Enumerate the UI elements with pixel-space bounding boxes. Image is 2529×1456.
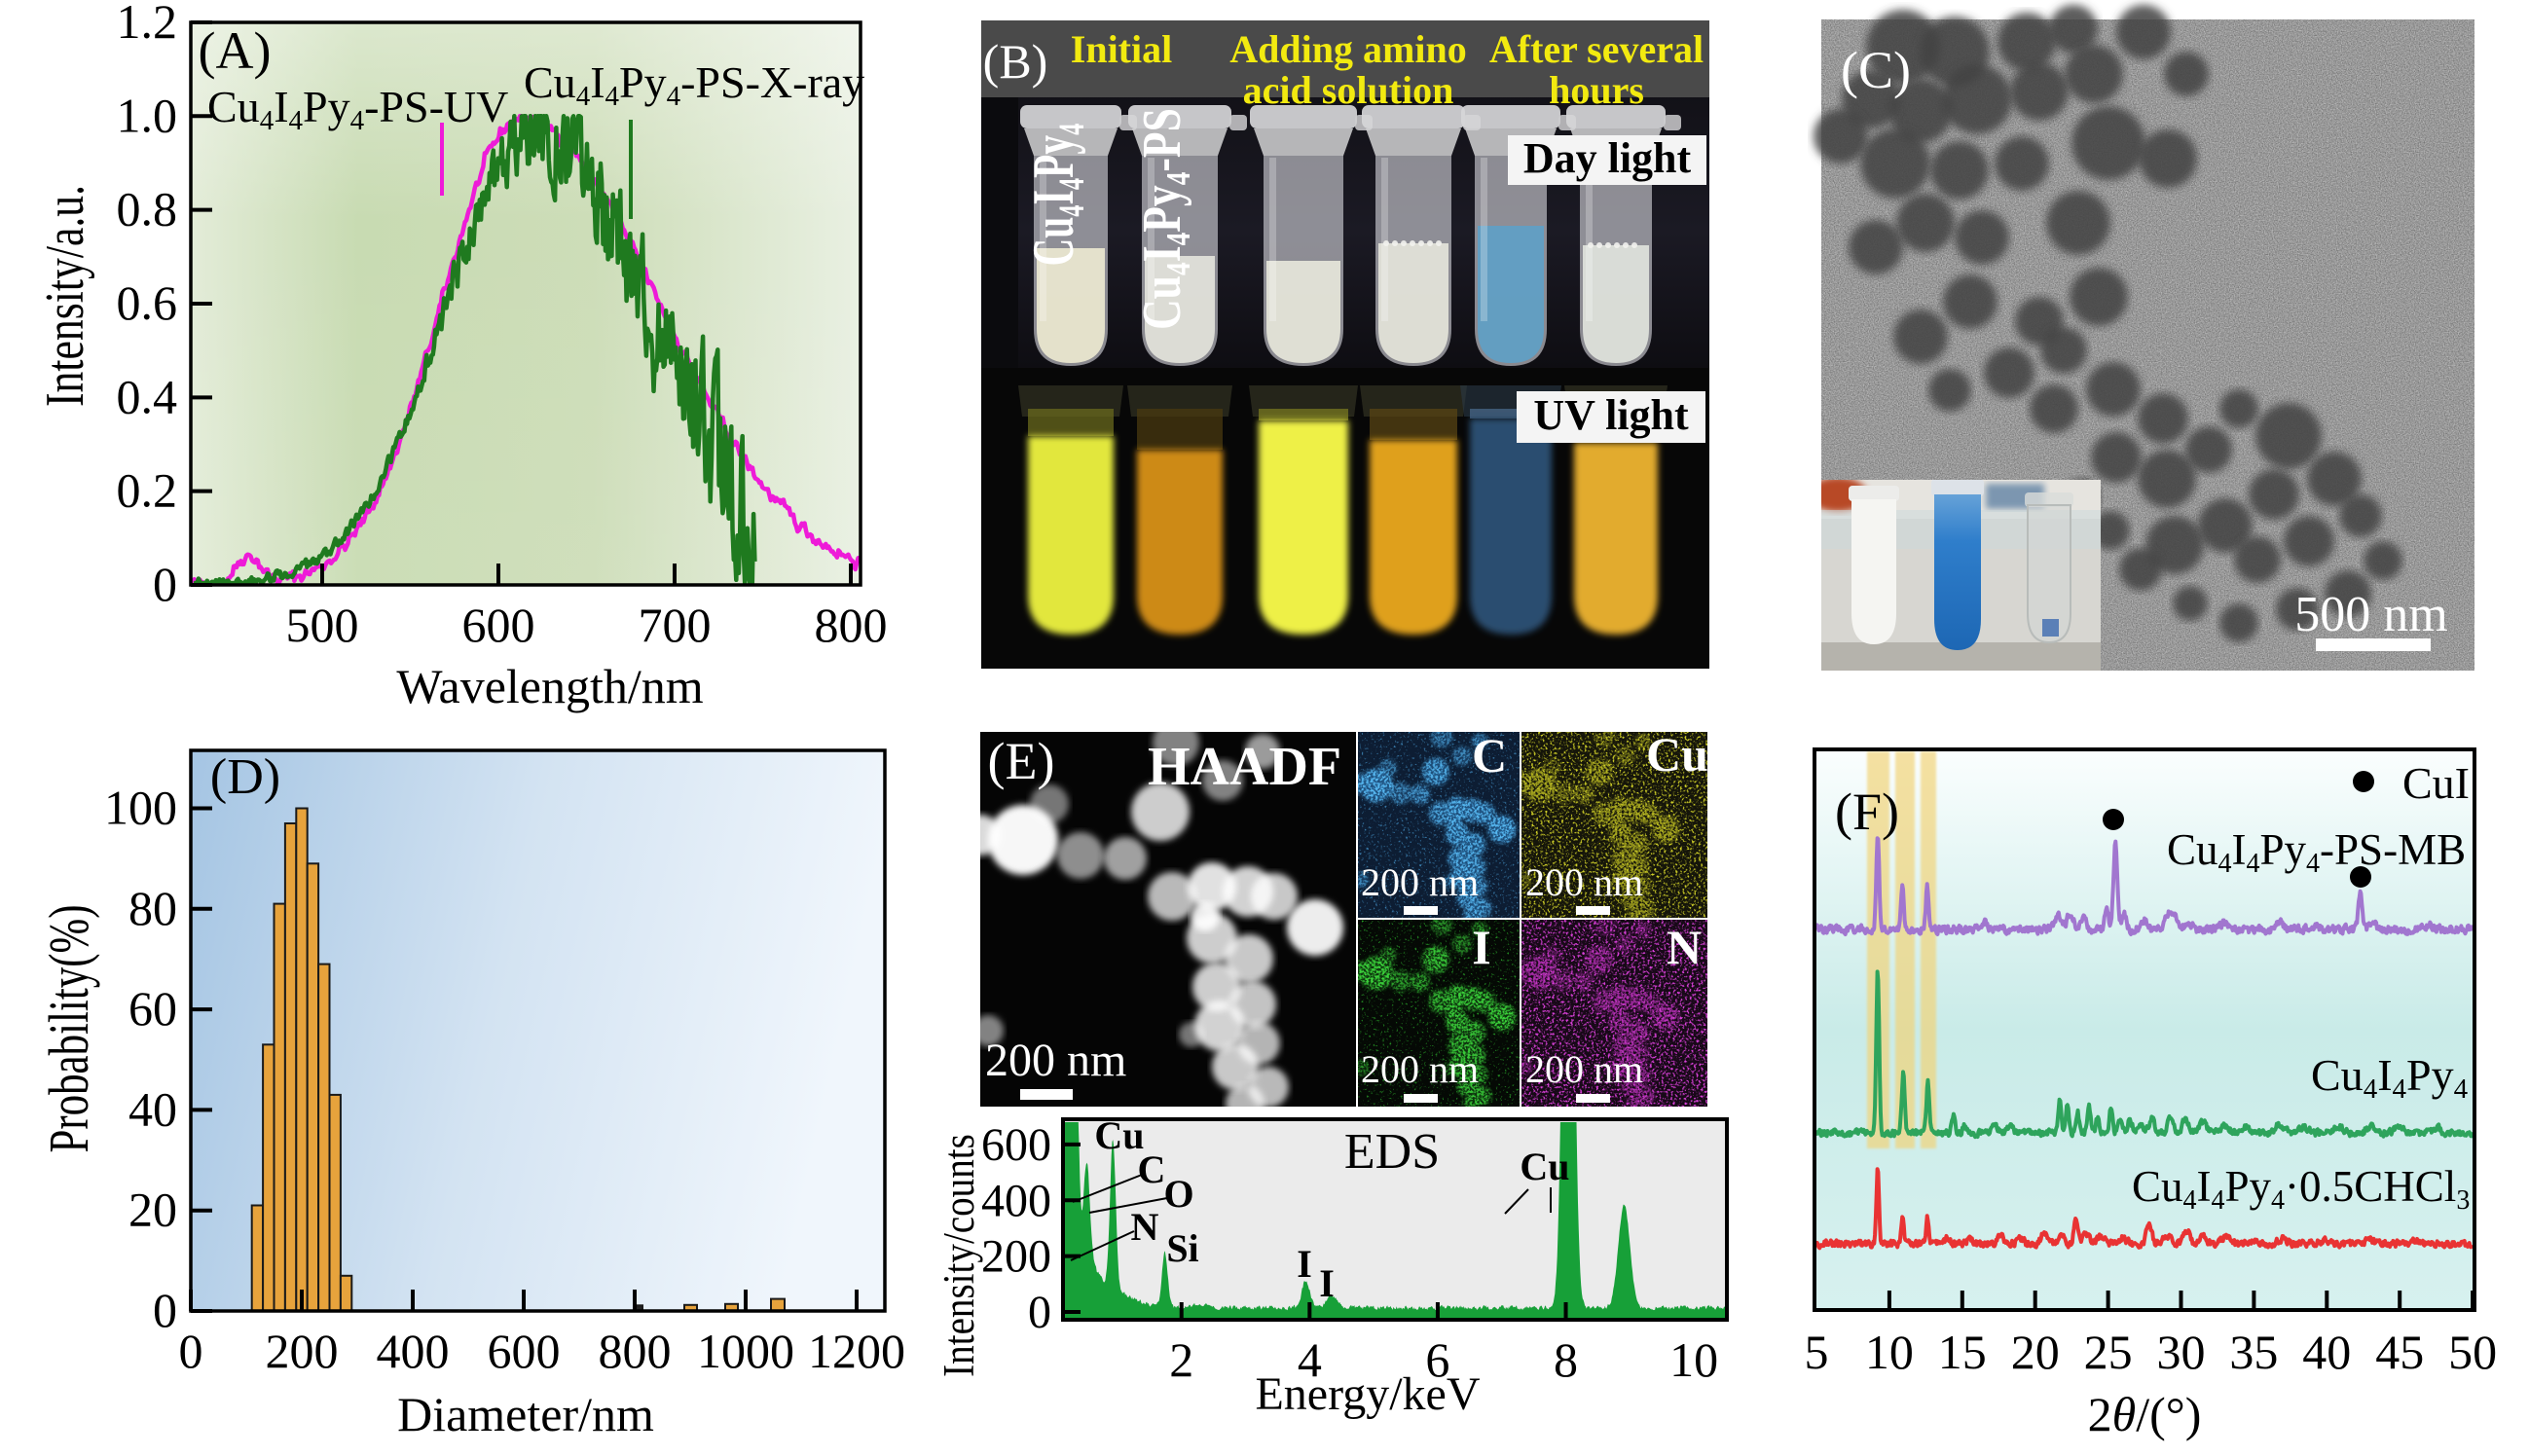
svg-text:(E): (E) [988, 732, 1055, 790]
svg-text:0: 0 [179, 1324, 203, 1378]
svg-text:Initial: Initial [1071, 27, 1172, 71]
svg-text:200 nm: 200 nm [1525, 860, 1643, 904]
svg-text:Cu4​I4​Py4​-PS: Cu4​I4​Py4​-PS [1131, 108, 1197, 330]
svg-text:Intensity/counts: Intensity/counts [935, 1134, 984, 1377]
svg-text:600: 600 [462, 598, 535, 652]
svg-text:Intensity/a.u.: Intensity/a.u. [34, 185, 94, 407]
svg-text:HAADF: HAADF [1148, 737, 1341, 797]
svg-text:UV light: UV light [1533, 391, 1689, 439]
svg-text:(C): (C) [1841, 41, 1911, 99]
svg-text:200: 200 [266, 1324, 339, 1378]
svg-text:C: C [1138, 1147, 1166, 1191]
svg-text:acid solution: acid solution [1243, 68, 1454, 112]
svg-text:Si: Si [1166, 1226, 1198, 1270]
svg-text:C: C [1472, 728, 1507, 783]
svg-text:800: 800 [599, 1324, 672, 1378]
svg-text:I: I [1472, 920, 1490, 974]
svg-text:800: 800 [815, 598, 888, 652]
svg-text:40: 40 [2302, 1325, 2351, 1379]
svg-text:5: 5 [1805, 1325, 1829, 1379]
svg-text:(D): (D) [210, 749, 280, 805]
svg-text:N: N [1667, 920, 1702, 974]
svg-text:0.8: 0.8 [117, 182, 178, 237]
svg-text:400: 400 [377, 1324, 450, 1378]
svg-text:1000: 1000 [697, 1324, 794, 1378]
svg-text:600: 600 [488, 1324, 561, 1378]
svg-text:20: 20 [2011, 1325, 2060, 1379]
svg-text:After several: After several [1489, 27, 1704, 71]
svg-text:Cu4​I4​Py4​-PS-UV: Cu4​I4​Py4​-PS-UV [207, 82, 508, 136]
svg-text:200 nm: 200 nm [1361, 1047, 1479, 1091]
svg-text:Cu4​I4​Py4​: Cu4​I4​Py4​ [1021, 123, 1091, 266]
svg-text:10: 10 [1669, 1332, 1718, 1387]
svg-text:0.4: 0.4 [117, 369, 178, 423]
svg-text:2θ/(°): 2θ/(°) [2088, 1387, 2202, 1441]
svg-text:60: 60 [128, 981, 177, 1036]
svg-text:Diameter/nm: Diameter/nm [397, 1387, 654, 1441]
svg-text:0.2: 0.2 [117, 463, 178, 518]
svg-text:0: 0 [153, 557, 177, 611]
svg-text:40: 40 [128, 1081, 177, 1136]
svg-text:Cu4​I4​Py4​-PS-MB: Cu4​I4​Py4​-PS-MB [2167, 825, 2466, 879]
svg-text:Cu4​I4​Py4​-PS-X-ray: Cu4​I4​Py4​-PS-X-ray [524, 57, 864, 112]
svg-text:(A): (A) [199, 21, 272, 80]
svg-text:8: 8 [1554, 1332, 1578, 1387]
svg-text:4: 4 [1298, 1332, 1322, 1387]
svg-text:500 nm: 500 nm [2294, 587, 2447, 642]
svg-text:1200: 1200 [808, 1324, 905, 1378]
svg-text:200 nm: 200 nm [1361, 860, 1479, 904]
svg-text:(B): (B) [983, 34, 1048, 89]
svg-text:Cu: Cu [1646, 727, 1708, 782]
svg-text:hours: hours [1549, 68, 1644, 112]
svg-text:25: 25 [2084, 1325, 2133, 1379]
svg-text:400: 400 [981, 1175, 1051, 1226]
svg-text:200: 200 [981, 1231, 1051, 1283]
svg-text:1.2: 1.2 [117, 0, 178, 49]
svg-text:100: 100 [104, 781, 177, 835]
svg-text:N: N [1131, 1205, 1159, 1249]
svg-text:200 nm: 200 nm [985, 1035, 1126, 1086]
svg-text:Cu4​I4​Py4​·0.5CHCl3​: Cu4​I4​Py4​·0.5CHCl3​ [2132, 1162, 2470, 1216]
svg-text:2: 2 [1169, 1332, 1193, 1387]
svg-text:50: 50 [2448, 1325, 2497, 1379]
svg-text:O: O [1163, 1172, 1193, 1216]
svg-text:45: 45 [2375, 1325, 2424, 1379]
svg-text:(F): (F) [1835, 783, 1899, 841]
svg-text:500: 500 [286, 598, 359, 652]
svg-text:30: 30 [2157, 1325, 2206, 1379]
svg-text:Cu4​I4​Py4​: Cu4​I4​Py4​ [2311, 1050, 2469, 1105]
svg-text:I: I [1319, 1261, 1335, 1305]
svg-text:35: 35 [2229, 1325, 2278, 1379]
svg-text:CuI: CuI [2402, 758, 2470, 808]
svg-text:Cu: Cu [1094, 1113, 1144, 1157]
svg-text:200 nm: 200 nm [1525, 1047, 1643, 1091]
svg-text:Energy/keV: Energy/keV [1255, 1368, 1480, 1420]
svg-text:700: 700 [639, 598, 712, 652]
svg-text:15: 15 [1938, 1325, 1987, 1379]
svg-text:80: 80 [128, 881, 177, 935]
svg-text:Adding amino: Adding amino [1229, 27, 1466, 71]
svg-text:Wavelength/nm: Wavelength/nm [396, 659, 703, 713]
svg-text:600: 600 [981, 1119, 1051, 1171]
svg-text:I: I [1297, 1242, 1312, 1286]
svg-text:10: 10 [1865, 1325, 1914, 1379]
svg-text:Probability(%): Probability(%) [39, 904, 101, 1152]
svg-text:Day light: Day light [1523, 134, 1692, 182]
svg-text:0: 0 [153, 1283, 177, 1337]
svg-text:Cu: Cu [1520, 1145, 1569, 1188]
svg-text:6: 6 [1425, 1332, 1449, 1387]
svg-text:20: 20 [128, 1183, 177, 1237]
svg-text:1.0: 1.0 [117, 88, 178, 142]
svg-text:EDS: EDS [1344, 1124, 1440, 1180]
svg-text:0.6: 0.6 [117, 275, 178, 330]
svg-text:0: 0 [1028, 1287, 1051, 1338]
